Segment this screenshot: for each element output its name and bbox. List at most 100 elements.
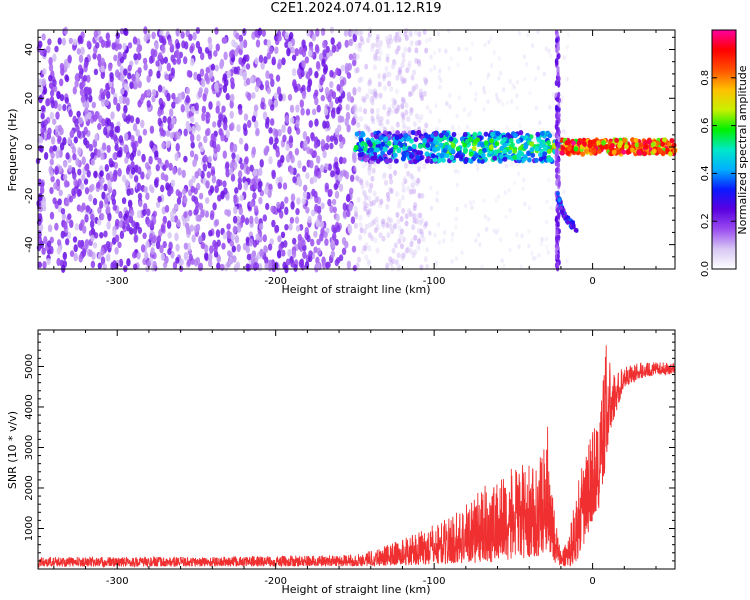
spectrogram-cell (505, 100, 509, 105)
spectrogram-cell (214, 27, 219, 35)
spectrogram-cell (145, 240, 150, 249)
spectrogram-cell (405, 67, 410, 74)
spectrogram-cell (476, 232, 480, 238)
spectrogram-cell (366, 139, 372, 145)
spectrogram-cell (287, 93, 293, 101)
spectrogram-cell (284, 41, 289, 49)
spectrogram-cell (194, 206, 199, 215)
spectrogram-cell (121, 96, 127, 105)
spectrogram-cell (314, 71, 319, 79)
spectrogram-cell (388, 256, 393, 263)
spectrogram-cell (519, 264, 523, 270)
spectrogram-cell (417, 165, 422, 172)
spectrogram-cell (359, 76, 364, 83)
spectrogram-cell (643, 139, 649, 145)
spectrogram-cell (220, 263, 225, 271)
spectrogram-cell (308, 120, 313, 128)
spectrogram-cell (48, 165, 53, 174)
spectrogram-cell (365, 93, 370, 100)
colorbar-tick-label: 0.4 (700, 165, 711, 181)
spectrogram-cell (457, 46, 461, 52)
spectrogram-cell (117, 168, 122, 177)
spectrogram-cell (194, 102, 199, 111)
spectrogram-cell (402, 123, 406, 129)
spectrogram-cell (72, 171, 77, 180)
spectrogram-cell (662, 137, 667, 143)
spectrogram-cell (385, 53, 390, 60)
spectrogram-cell (421, 236, 426, 243)
spectrogram-cell (38, 192, 43, 202)
spectrogram-cell (122, 112, 127, 120)
spectrogram-cell (549, 53, 553, 59)
spectrogram-cell (359, 227, 364, 234)
spectrogram-cell (96, 181, 101, 189)
spectrogram-cell (249, 215, 254, 225)
spectrogram-cell (372, 92, 377, 99)
spectrogram-cell (130, 167, 136, 175)
spectrogram-cell (483, 214, 487, 220)
spectrogram-cell (351, 105, 356, 113)
spectrogram-cell (321, 58, 326, 67)
spectrogram-cell (218, 127, 223, 136)
spectrogram-cell (353, 144, 359, 151)
spectrogram-cell (415, 213, 420, 219)
spectrogram-cell (518, 123, 522, 128)
spectrogram-cell (168, 162, 173, 171)
spectrogram-cell (311, 33, 316, 42)
spectrogram-cell (216, 144, 221, 153)
spectrogram-cell (393, 99, 398, 106)
spectrogram-cell (418, 88, 423, 95)
spectrogram-cell (428, 37, 432, 42)
spectrogram-cell (254, 57, 259, 65)
spectrogram-cell (230, 77, 235, 85)
spectrogram-cell (394, 48, 399, 55)
spectrogram-cell (494, 198, 498, 204)
spectrogram-cell (56, 239, 62, 246)
spectrogram-cell (63, 221, 68, 230)
spectrogram-cell (184, 104, 190, 114)
spectrogram-cell (352, 33, 357, 43)
spectrogram-cell (57, 135, 62, 143)
spectrogram-cell (363, 123, 368, 130)
spectrogram-cell (409, 107, 414, 114)
spectrogram-cell (409, 153, 414, 159)
spectrogram-cell (48, 63, 54, 72)
spectrogram-cell (428, 231, 432, 236)
spectrogram-cell (433, 135, 439, 141)
spectrogram-cell (270, 205, 275, 213)
spectrogram-cell (539, 241, 543, 247)
spectrogram-cell (85, 204, 90, 213)
spectrogram-cell (497, 76, 501, 81)
spectrogram-cell (432, 50, 437, 56)
spectrogram-cell (387, 80, 392, 87)
spectrogram-cell (146, 74, 151, 83)
spectrogram-cell (290, 155, 295, 164)
spectrogram-cell (66, 231, 72, 240)
spectrogram-cell (79, 88, 85, 97)
spectrogram-cell (416, 150, 421, 156)
spectrogram-cell (507, 188, 511, 193)
spectrogram-cell (386, 42, 391, 49)
spectrogram-cell (313, 168, 319, 177)
spectrogram-cell (100, 256, 106, 265)
spectrogram-cell (217, 194, 222, 202)
spectrogram-cell (129, 209, 135, 217)
spectrogram-cell (196, 134, 201, 142)
spectrogram-cell (548, 157, 554, 163)
spectrogram-cell (160, 129, 165, 137)
spectrogram-cell (492, 50, 496, 55)
spectrogram-cell (366, 37, 371, 44)
spectrogram-cell (381, 223, 386, 230)
spectrogram-cell (52, 79, 57, 87)
spectrogram-cell (244, 217, 250, 226)
spectrogram-cell (467, 112, 471, 118)
spectrogram-cell (322, 40, 327, 49)
spectrogram-cell (236, 215, 241, 224)
spectrogram-cell (363, 146, 368, 152)
spectrogram-cell (264, 120, 270, 129)
spectrogram-cell (61, 212, 66, 221)
spectrogram-cell (198, 87, 203, 95)
spectrogram-cell (347, 225, 353, 235)
spectrogram-cell (152, 210, 157, 218)
